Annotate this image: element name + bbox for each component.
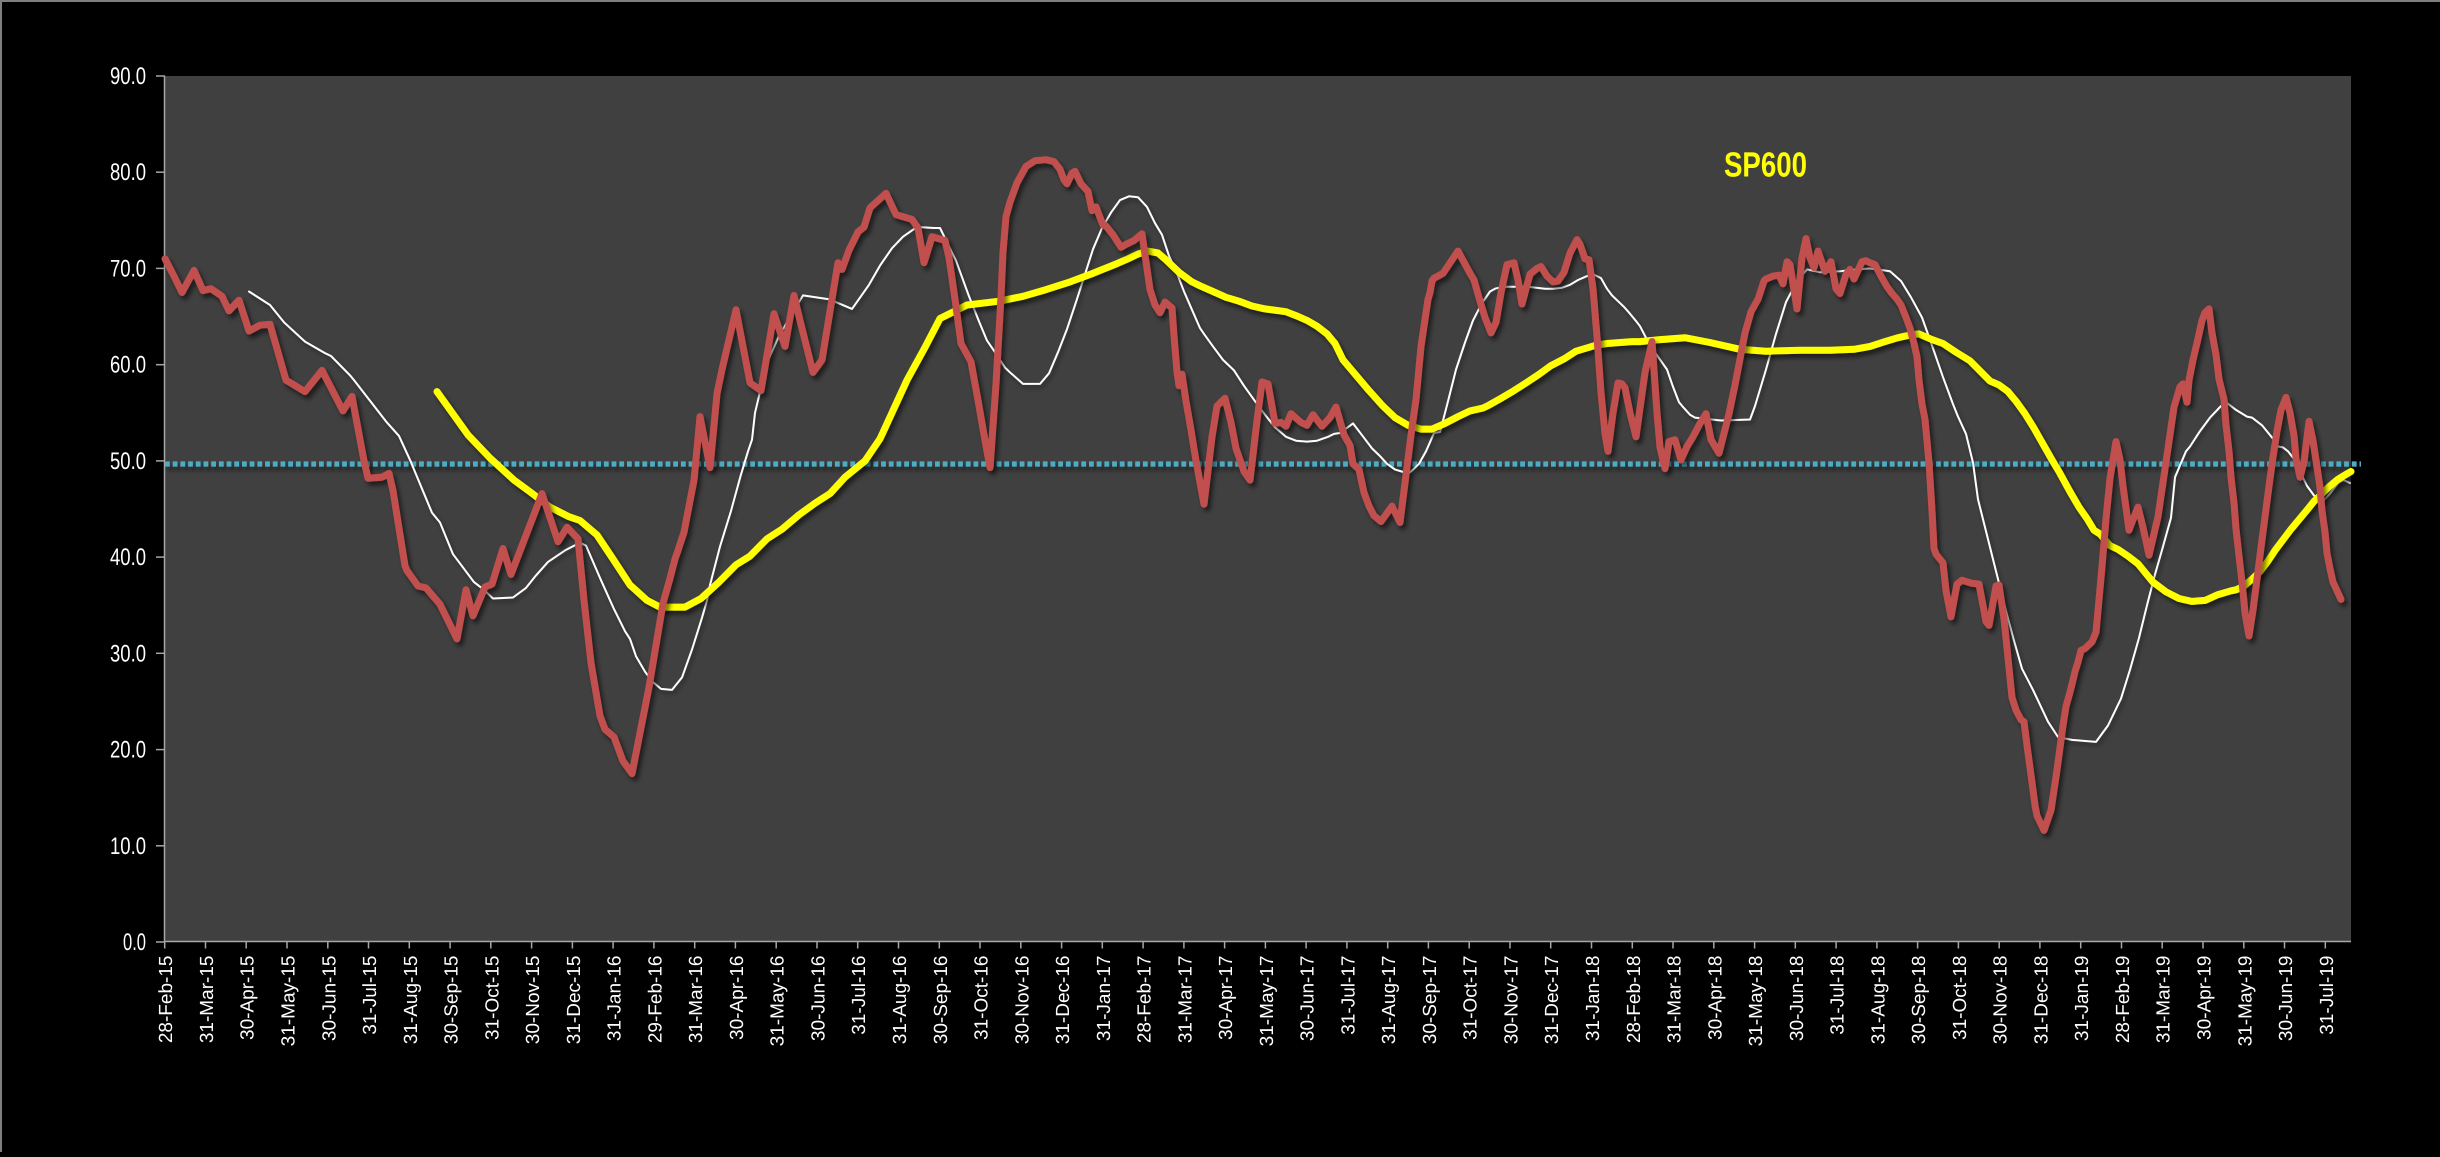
svg-text:SP600: SP600: [1724, 146, 1807, 185]
svg-text:90.0: 90.0: [110, 63, 146, 90]
svg-text:30-Apr-15: 30-Apr-15: [238, 956, 259, 1041]
svg-text:31-Jan-16: 31-Jan-16: [605, 956, 626, 1042]
svg-text:31-May-15: 31-May-15: [279, 956, 300, 1047]
svg-text:30-Nov-16: 30-Nov-16: [1012, 956, 1033, 1045]
svg-text:30-Sep-16: 30-Sep-16: [931, 956, 952, 1045]
svg-text:31-Jan-17: 31-Jan-17: [1094, 956, 1115, 1042]
svg-text:31-Oct-15: 31-Oct-15: [482, 956, 503, 1040]
svg-text:30-Nov-18: 30-Nov-18: [1991, 956, 2012, 1045]
svg-text:31-Aug-18: 31-Aug-18: [1868, 956, 1889, 1045]
svg-text:30-Nov-17: 30-Nov-17: [1502, 956, 1523, 1045]
svg-text:30-Jun-17: 30-Jun-17: [1298, 956, 1319, 1042]
svg-text:31-Jul-15: 31-Jul-15: [360, 956, 381, 1035]
svg-text:30-Apr-19: 30-Apr-19: [2195, 956, 2216, 1041]
svg-text:31-Jan-19: 31-Jan-19: [2072, 956, 2093, 1042]
svg-text:28-Feb-18: 28-Feb-18: [1624, 956, 1645, 1044]
svg-text:50.0: 50.0: [110, 448, 146, 475]
svg-text:30-Sep-15: 30-Sep-15: [442, 956, 463, 1045]
svg-text:31-Jul-17: 31-Jul-17: [1338, 956, 1359, 1035]
svg-text:31-May-16: 31-May-16: [768, 956, 789, 1047]
svg-text:28-Feb-15: 28-Feb-15: [156, 956, 177, 1044]
svg-text:31-Jul-19: 31-Jul-19: [2317, 956, 2338, 1035]
svg-text:80.0: 80.0: [110, 159, 146, 186]
svg-text:30-Apr-18: 30-Apr-18: [1705, 956, 1726, 1041]
svg-text:31-Dec-15: 31-Dec-15: [564, 956, 585, 1045]
svg-text:30-Sep-17: 30-Sep-17: [1420, 956, 1441, 1045]
svg-text:20.0: 20.0: [110, 737, 146, 764]
svg-text:30.0: 30.0: [110, 640, 146, 667]
svg-text:30-Apr-16: 30-Apr-16: [727, 956, 748, 1041]
svg-text:70.0: 70.0: [110, 255, 146, 282]
svg-text:31-Oct-18: 31-Oct-18: [1950, 956, 1971, 1040]
svg-text:31-May-18: 31-May-18: [1746, 956, 1767, 1047]
svg-text:31-Aug-17: 31-Aug-17: [1379, 956, 1400, 1045]
svg-text:31-Jul-16: 31-Jul-16: [849, 956, 870, 1035]
svg-text:31-Mar-16: 31-Mar-16: [686, 956, 707, 1044]
svg-text:31-Oct-17: 31-Oct-17: [1461, 956, 1482, 1040]
svg-text:31-May-17: 31-May-17: [1257, 956, 1278, 1047]
svg-text:31-Oct-16: 31-Oct-16: [972, 956, 993, 1040]
svg-text:30-Jun-18: 30-Jun-18: [1787, 956, 1808, 1042]
svg-text:30-Jun-19: 30-Jun-19: [2276, 956, 2297, 1042]
svg-text:31-May-19: 31-May-19: [2235, 956, 2256, 1047]
svg-text:31-Aug-15: 31-Aug-15: [401, 956, 422, 1045]
svg-text:31-Jan-18: 31-Jan-18: [1583, 956, 1604, 1042]
svg-text:30-Apr-17: 30-Apr-17: [1216, 956, 1237, 1041]
svg-text:0.0: 0.0: [123, 929, 146, 956]
svg-text:31-Dec-18: 31-Dec-18: [2031, 956, 2052, 1045]
svg-text:31-Mar-15: 31-Mar-15: [197, 956, 218, 1044]
svg-text:30-Jun-16: 30-Jun-16: [809, 956, 830, 1042]
svg-text:28-Feb-19: 28-Feb-19: [2113, 956, 2134, 1044]
svg-text:31-Mar-17: 31-Mar-17: [1175, 956, 1196, 1044]
svg-text:31-Dec-16: 31-Dec-16: [1053, 956, 1074, 1045]
svg-text:31-Jul-18: 31-Jul-18: [1828, 956, 1849, 1035]
svg-text:30-Sep-18: 30-Sep-18: [1909, 956, 1930, 1045]
svg-text:31-Dec-17: 31-Dec-17: [1542, 956, 1563, 1045]
svg-text:40.0: 40.0: [110, 544, 146, 571]
svg-text:30-Jun-15: 30-Jun-15: [319, 956, 340, 1042]
svg-text:30-Nov-15: 30-Nov-15: [523, 956, 544, 1045]
svg-text:31-Aug-16: 31-Aug-16: [890, 956, 911, 1045]
svg-text:31-Mar-19: 31-Mar-19: [2154, 956, 2175, 1044]
svg-text:28-Feb-17: 28-Feb-17: [1135, 956, 1156, 1044]
svg-text:31-Mar-18: 31-Mar-18: [1665, 956, 1686, 1044]
svg-text:29-Feb-16: 29-Feb-16: [645, 956, 666, 1044]
svg-text:60.0: 60.0: [110, 352, 146, 379]
svg-text:10.0: 10.0: [110, 833, 146, 860]
